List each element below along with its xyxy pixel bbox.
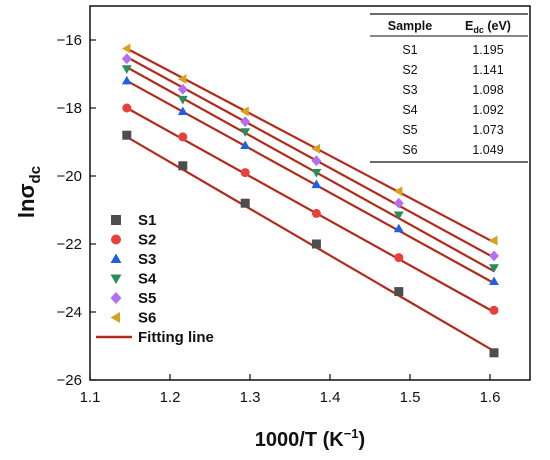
fit-line-s1 bbox=[126, 135, 495, 353]
point-s3 bbox=[489, 276, 499, 285]
point-s3 bbox=[311, 179, 322, 189]
legend-label-s2: S2 bbox=[138, 232, 156, 249]
x-axis-title: 1000/T (K−1) bbox=[255, 426, 365, 451]
point-s2 bbox=[311, 208, 321, 218]
point-s5 bbox=[311, 155, 322, 167]
table-cell-energy: 1.195 bbox=[472, 43, 503, 57]
fit-line-s3 bbox=[126, 79, 495, 285]
x-axis-title-tail: ) bbox=[359, 429, 366, 451]
y-tick-label: −22 bbox=[57, 236, 82, 253]
fit-line-s5 bbox=[126, 56, 495, 259]
x-tick-label: 1.4 bbox=[320, 389, 341, 406]
table-cell-energy: 1.098 bbox=[472, 83, 503, 97]
x-tick-label: 1.3 bbox=[240, 389, 261, 406]
point-s4 bbox=[240, 128, 251, 137]
point-s3 bbox=[240, 140, 251, 149]
table-rows: S1 1.195 S2 1.141 S3 1.098 S4 1.092 S5 1.073 S6 1.0… bbox=[402, 43, 503, 157]
point-s6 bbox=[121, 43, 131, 54]
point-s5 bbox=[489, 250, 499, 262]
data-points bbox=[121, 43, 499, 358]
table-cell-energy: 1.073 bbox=[472, 123, 503, 137]
table-header-energy-unit: (eV) bbox=[484, 19, 511, 33]
point-s4 bbox=[121, 65, 132, 74]
point-s1 bbox=[311, 239, 321, 249]
x-tick-label: 1.6 bbox=[480, 389, 501, 406]
fitting-lines bbox=[126, 47, 495, 353]
point-s6 bbox=[177, 74, 187, 85]
legend-marker-s1 bbox=[111, 215, 121, 225]
y-tick-label: −16 bbox=[57, 32, 82, 49]
legend-marker-s5 bbox=[110, 292, 122, 304]
table-cell-sample: S2 bbox=[402, 63, 417, 77]
legend-marker-s3 bbox=[110, 253, 122, 263]
point-s4 bbox=[489, 264, 499, 273]
x-tick-label: 1.2 bbox=[160, 389, 181, 406]
point-s4 bbox=[393, 211, 404, 221]
table-cell-sample: S1 bbox=[402, 43, 417, 57]
point-s6 bbox=[311, 143, 320, 154]
point-s5 bbox=[240, 116, 251, 127]
table-cell-sample: S6 bbox=[402, 143, 417, 157]
y-axis-title: lnσdc bbox=[14, 166, 44, 218]
table-cell-energy: 1.049 bbox=[472, 143, 503, 157]
table-cell-sample: S5 bbox=[402, 123, 417, 137]
x-tick-label: 1.5 bbox=[400, 389, 421, 406]
table-header-energy-sub: dc bbox=[473, 25, 484, 35]
point-s2 bbox=[122, 103, 132, 113]
table-cell-energy: 1.092 bbox=[472, 103, 503, 117]
x-tick-label: 1.1 bbox=[80, 389, 101, 406]
legend-label-fitting-line: Fitting line bbox=[138, 329, 214, 346]
point-s1 bbox=[394, 287, 404, 297]
fit-line-s2 bbox=[126, 107, 495, 313]
point-s3 bbox=[393, 223, 404, 233]
point-s1 bbox=[122, 130, 132, 140]
table-header-energy: Edc (eV) bbox=[465, 19, 511, 35]
legend-marker-s6 bbox=[110, 312, 120, 323]
point-s2 bbox=[489, 305, 499, 315]
y-tick-label: −24 bbox=[57, 304, 82, 321]
point-s3 bbox=[121, 75, 132, 85]
point-s4 bbox=[311, 169, 322, 178]
point-s2 bbox=[240, 168, 250, 178]
fit-line-s4 bbox=[126, 66, 495, 273]
legend-marker-s4 bbox=[110, 274, 122, 284]
point-s5 bbox=[121, 53, 132, 65]
legend-label-s4: S4 bbox=[138, 271, 157, 288]
point-s4 bbox=[177, 95, 188, 105]
y-tick-label: −20 bbox=[57, 168, 82, 185]
point-s1 bbox=[489, 348, 499, 358]
legend-label-s1: S1 bbox=[138, 212, 156, 229]
point-s5 bbox=[177, 83, 188, 95]
legend-marker-s2 bbox=[111, 234, 121, 245]
plot-frame bbox=[89, 5, 531, 381]
y-axis-title-main: lnσ bbox=[14, 183, 39, 218]
table-cell-sample: S4 bbox=[402, 103, 417, 117]
legend-label-s3: S3 bbox=[138, 251, 156, 268]
x-axis-title-sup: −1 bbox=[344, 426, 359, 441]
table-cell-sample: S3 bbox=[402, 83, 417, 97]
point-s1 bbox=[240, 198, 250, 208]
point-s6 bbox=[240, 106, 249, 117]
point-s3 bbox=[177, 106, 188, 115]
point-s6 bbox=[393, 186, 403, 197]
axis-ticks: 1.1 1.2 1.3 1.4 1.5 1.6 −26 −24 −22 −20 −18 −16 bbox=[57, 32, 501, 406]
point-s5 bbox=[393, 197, 404, 209]
point-s2 bbox=[178, 132, 188, 142]
y-tick-label: −18 bbox=[57, 100, 82, 117]
point-s2 bbox=[394, 253, 404, 263]
point-s1 bbox=[178, 161, 188, 171]
table-header-sample: Sample bbox=[388, 19, 433, 33]
table-cell-energy: 1.141 bbox=[472, 63, 503, 77]
table-header-energy-main: E bbox=[465, 19, 473, 33]
x-axis-title-main: 1000/T (K bbox=[255, 429, 344, 451]
y-axis-title-sub: dc bbox=[27, 166, 44, 184]
point-s6 bbox=[489, 235, 498, 246]
legend: S1 S2 S3 S4 S5 S6 Fitting line bbox=[96, 212, 214, 346]
fit-line-s6 bbox=[126, 47, 495, 244]
y-tick-label: −26 bbox=[57, 372, 82, 389]
legend-label-s5: S5 bbox=[138, 290, 156, 307]
legend-label-s6: S6 bbox=[138, 310, 156, 327]
activation-energy-table: Sample Edc (eV) S1 1.195 S2 1.141 S3 1.098 S4 1… bbox=[370, 13, 528, 163]
